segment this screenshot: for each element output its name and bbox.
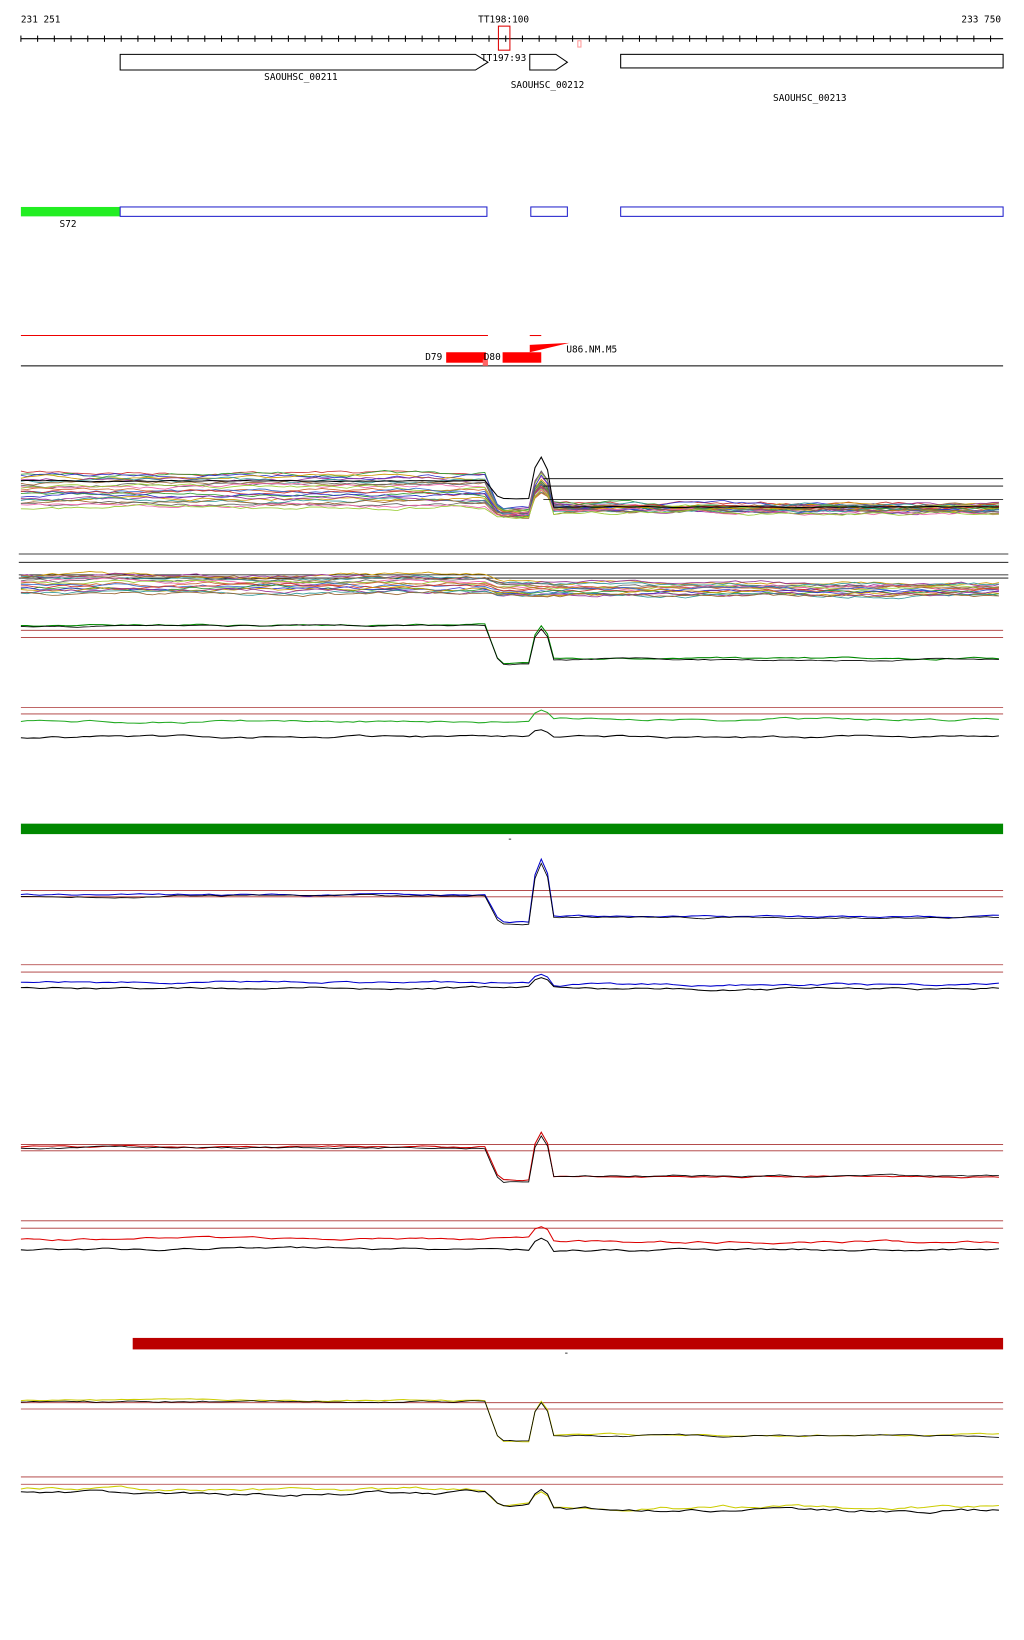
trace xyxy=(20,1400,999,1442)
trace xyxy=(20,1237,999,1253)
trace xyxy=(20,623,999,665)
feature-triangle xyxy=(529,342,570,353)
trace xyxy=(20,1398,999,1443)
gene-arrow xyxy=(529,53,569,71)
gene-label: SAOUHSC_00213 xyxy=(773,93,846,104)
trace xyxy=(20,582,999,595)
trace xyxy=(20,857,999,924)
terminator-label: TT197:93 xyxy=(481,53,526,64)
feature-label: D80 xyxy=(484,352,501,363)
trace xyxy=(20,455,999,509)
ruler-marker: TT198:100 xyxy=(478,14,529,25)
terminator-box xyxy=(497,25,511,51)
gene-box xyxy=(620,53,1004,69)
trace xyxy=(20,582,999,594)
condition-bar xyxy=(20,823,1004,835)
trace xyxy=(20,1135,999,1183)
trace xyxy=(20,591,999,598)
traces xyxy=(18,455,1009,1514)
segment-box xyxy=(530,206,568,217)
ruler-start: 231 251 xyxy=(21,14,61,25)
feature-label: U86.NM.M5 xyxy=(566,345,617,356)
trace xyxy=(20,973,999,987)
gene-label: SAOUHSC_00211 xyxy=(264,72,338,83)
trace xyxy=(20,581,999,592)
bar-label: - xyxy=(564,1348,570,1359)
trace xyxy=(20,589,1000,600)
trace xyxy=(20,729,999,739)
trace xyxy=(20,1485,999,1512)
ruler-ticks xyxy=(20,35,992,42)
trace xyxy=(20,1131,999,1182)
trace xyxy=(20,977,999,992)
condition-bar xyxy=(132,1337,1004,1350)
gene-arrow xyxy=(119,53,489,71)
trace xyxy=(20,470,999,515)
trace xyxy=(20,624,999,666)
feature-block xyxy=(502,352,542,363)
gene-label: SAOUHSC_00212 xyxy=(511,80,584,91)
trace xyxy=(20,1488,999,1514)
segment-box xyxy=(620,206,1004,217)
segment-label: S72 xyxy=(60,219,77,230)
segment-fill xyxy=(20,206,121,217)
feature-block xyxy=(446,352,486,363)
trace xyxy=(20,488,999,519)
trace xyxy=(20,482,999,517)
trace xyxy=(20,862,999,926)
feature-block xyxy=(482,359,488,366)
trace xyxy=(20,575,999,588)
segment-box xyxy=(119,206,488,217)
bar-label: - xyxy=(507,834,513,845)
trace xyxy=(20,1226,999,1245)
terminator-box xyxy=(577,40,582,48)
trace xyxy=(20,579,999,591)
ruler-end: 233 750 xyxy=(961,14,1001,25)
trace xyxy=(20,482,999,519)
trace xyxy=(20,709,999,724)
feature-label: D79 xyxy=(425,352,442,363)
